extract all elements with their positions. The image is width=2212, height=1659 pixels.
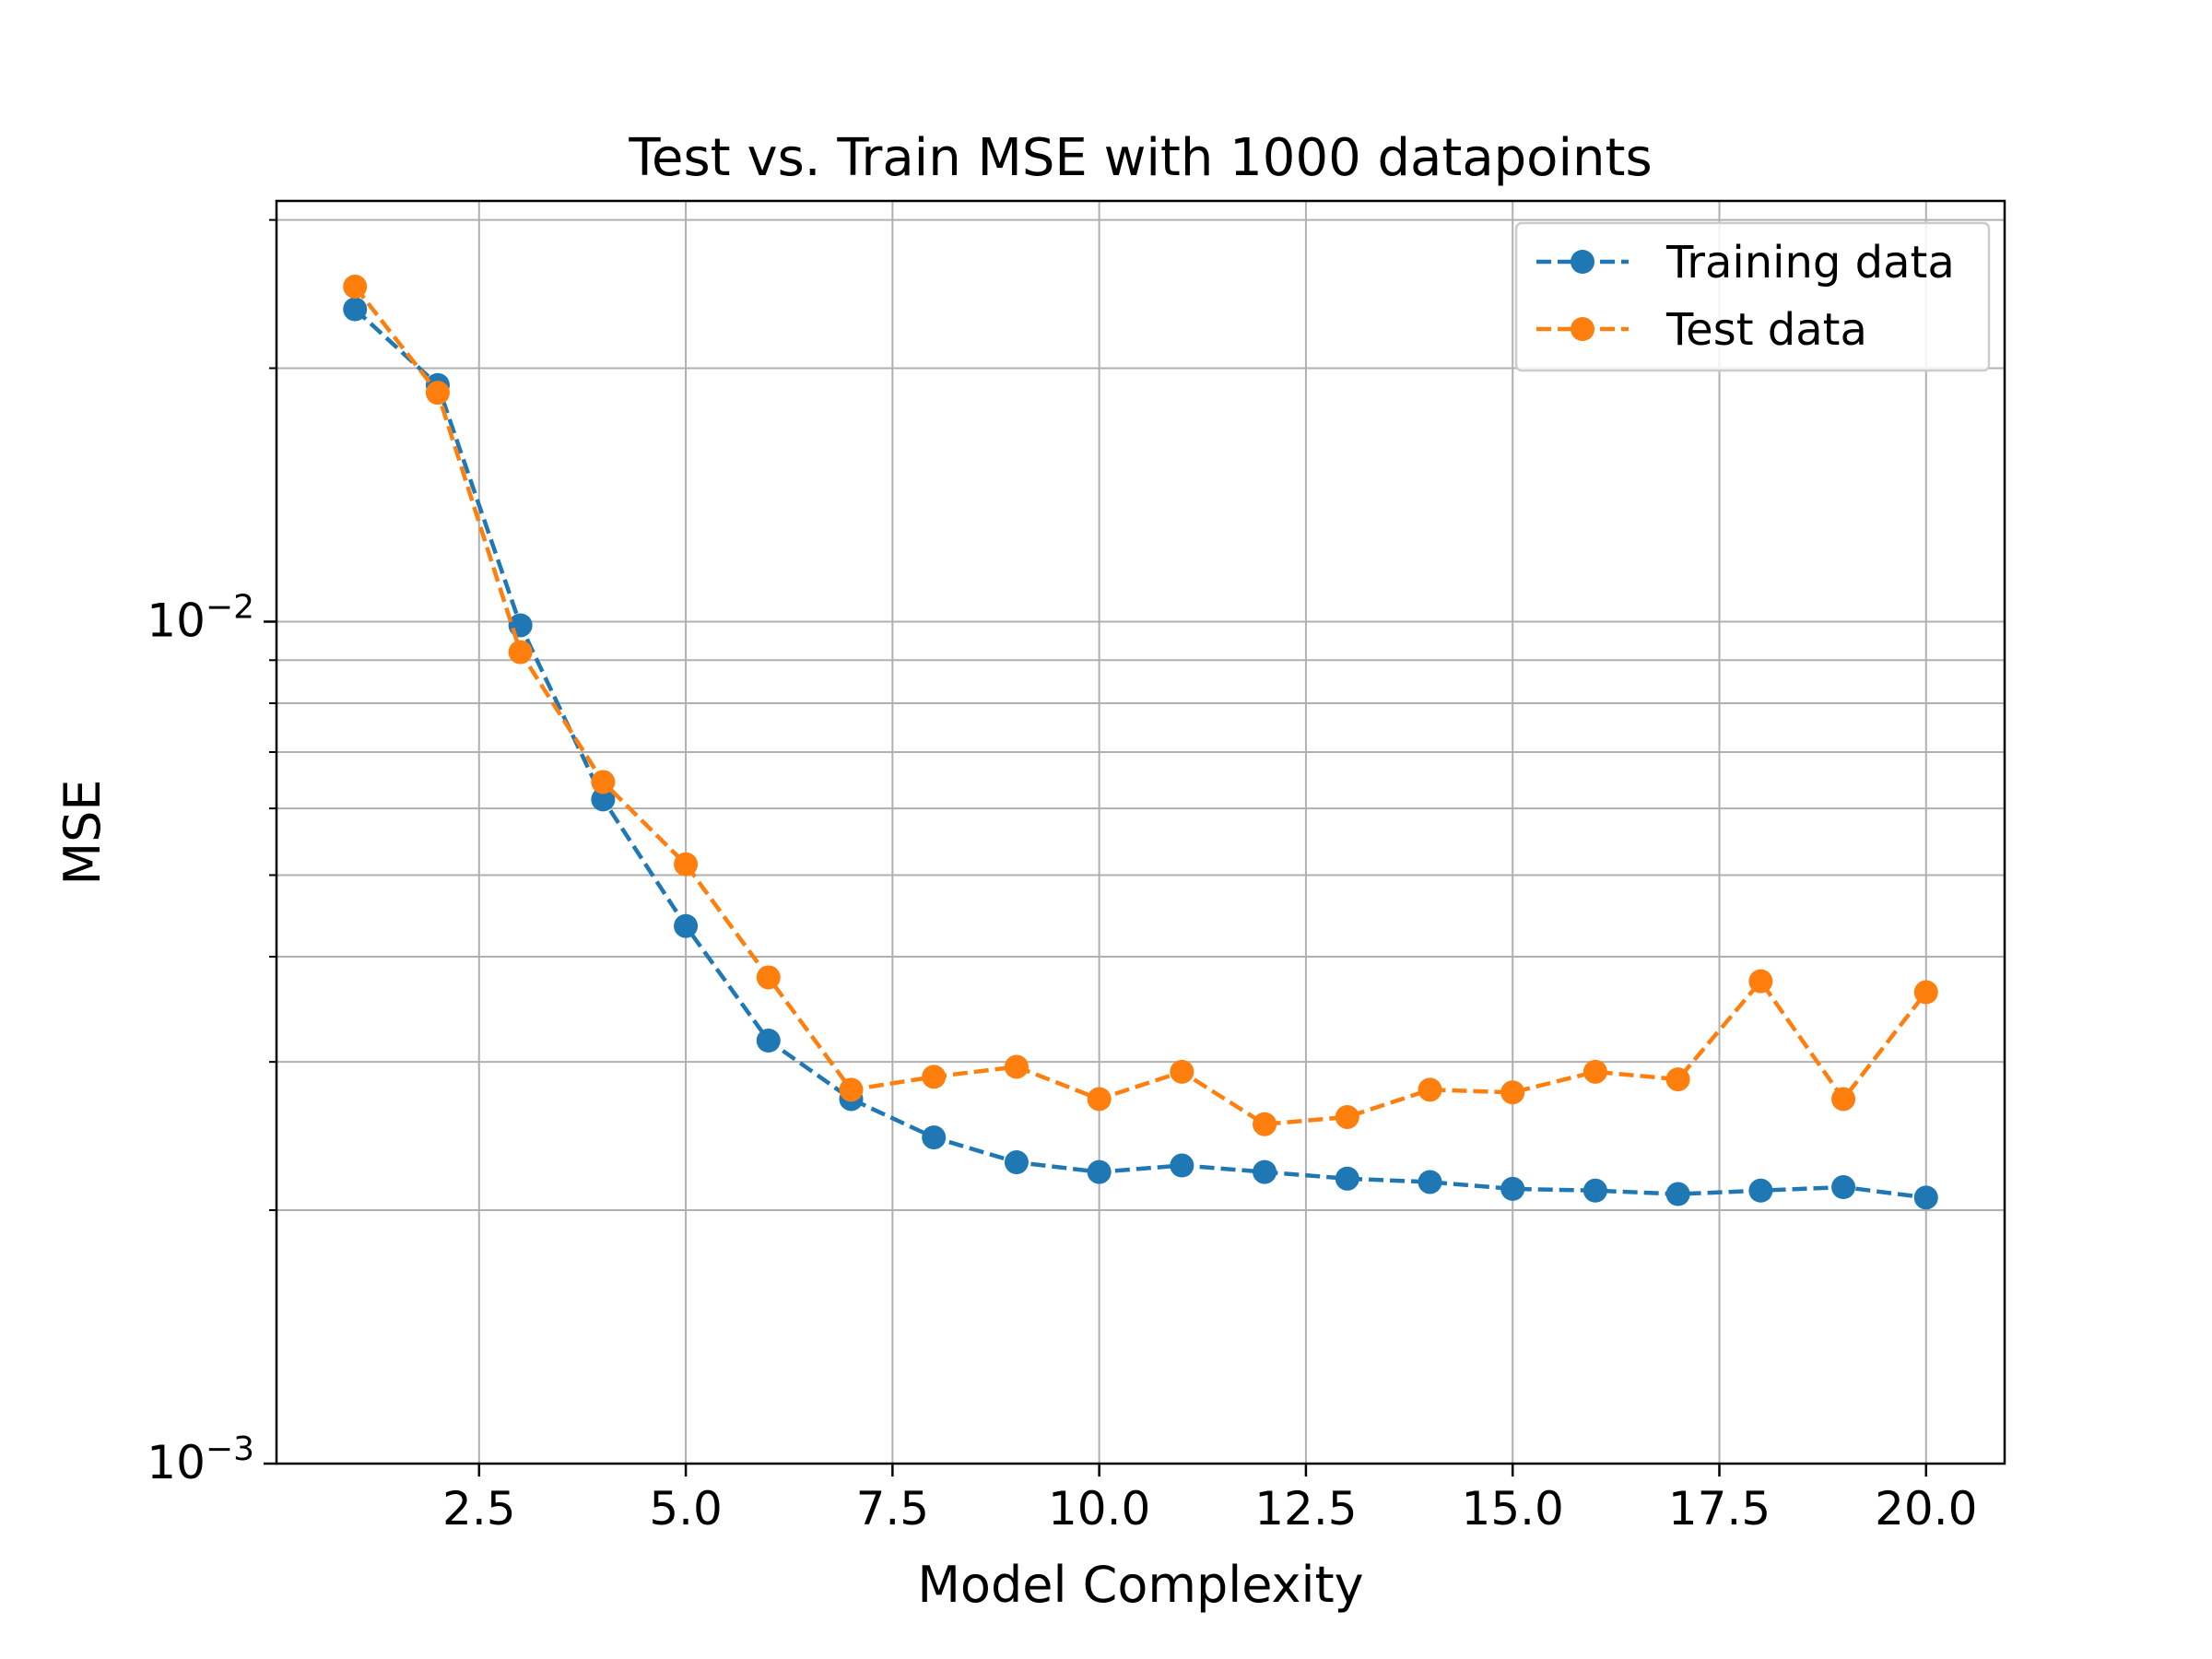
data-point — [1748, 969, 1773, 994]
data-point — [1335, 1166, 1359, 1191]
x-tick-label: 5.0 — [649, 1482, 723, 1535]
data-point — [508, 640, 533, 665]
data-point — [1831, 1087, 1856, 1112]
legend-marker — [1571, 317, 1594, 341]
data-point — [674, 852, 699, 877]
legend-label: Test data — [1665, 304, 1867, 356]
series-line — [353, 307, 1927, 1200]
legend-marker — [1571, 250, 1594, 274]
x-tick-label: 2.5 — [442, 1482, 516, 1535]
axes-frame — [275, 199, 2006, 1465]
data-point — [756, 965, 781, 990]
x-tick-label: 10.0 — [1048, 1482, 1150, 1535]
data-point — [1500, 1176, 1525, 1201]
data-point — [1748, 1178, 1773, 1203]
x-tick-label: 12.5 — [1254, 1482, 1357, 1535]
x-tick-label: 15.0 — [1462, 1482, 1564, 1535]
series-line — [353, 285, 1928, 1127]
x-tick-label: 7.5 — [856, 1482, 930, 1535]
y-tick-exponent: −3 — [206, 1430, 254, 1468]
data-point — [1004, 1150, 1029, 1175]
y-tick-base: 10 — [147, 594, 206, 647]
y-tick-label: 10−3 — [147, 1430, 254, 1489]
data-point — [922, 1125, 947, 1150]
data-point — [839, 1077, 864, 1102]
data-point — [1004, 1054, 1029, 1079]
y-axis-label: MSE — [53, 780, 112, 886]
data-point — [591, 770, 616, 794]
ticks: 2.5 5.0 7.5 10.0 12.5 15.0 17.5 20.010−210−3 — [147, 218, 1977, 1535]
data-point — [1087, 1087, 1112, 1112]
data-point — [425, 381, 450, 406]
y-tick-base: 10 — [147, 1436, 206, 1489]
data-point — [1583, 1178, 1607, 1203]
data-point — [343, 274, 368, 299]
data-point — [1913, 1185, 1938, 1210]
x-axis-label: Model Complexity — [917, 1556, 1363, 1614]
data-point — [1831, 1175, 1856, 1200]
series-group — [343, 274, 1938, 1210]
data-point — [1087, 1159, 1112, 1184]
data-point — [1665, 1067, 1690, 1092]
data-point — [1253, 1159, 1277, 1184]
data-point — [1170, 1153, 1194, 1178]
y-tick-label: 10−2 — [147, 588, 254, 647]
data-point — [508, 613, 533, 638]
data-point — [1170, 1059, 1194, 1084]
legend-box — [1514, 221, 1991, 372]
data-point — [1253, 1112, 1277, 1136]
x-tick-label: 17.5 — [1668, 1482, 1771, 1535]
y-tick-exponent: −2 — [206, 588, 254, 626]
legend: Training data Test data — [1514, 221, 1991, 372]
data-point — [922, 1065, 947, 1089]
data-point — [1583, 1059, 1607, 1084]
data-point — [1913, 980, 1938, 1005]
legend-label: Training data — [1665, 237, 1955, 288]
data-point — [343, 297, 368, 322]
data-point — [756, 1029, 781, 1053]
x-tick-label: 20.0 — [1875, 1482, 1977, 1535]
data-point — [674, 913, 699, 938]
data-point — [1418, 1077, 1442, 1102]
data-point — [591, 787, 616, 812]
chart-title: Test vs. Train MSE with 1000 datapoints — [628, 128, 1652, 188]
data-point — [1500, 1080, 1525, 1105]
data-point — [1418, 1170, 1442, 1194]
data-point — [1665, 1182, 1690, 1206]
data-point — [1335, 1104, 1359, 1129]
